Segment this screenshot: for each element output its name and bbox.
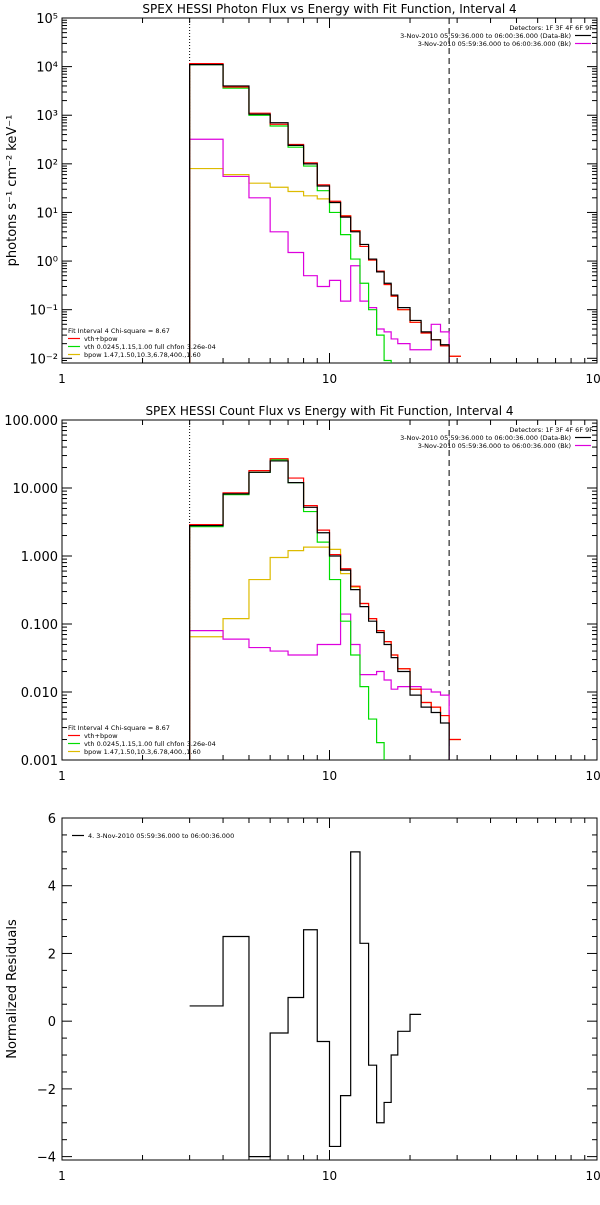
series-bkg-line bbox=[189, 138, 450, 363]
series-data-line bbox=[189, 460, 450, 760]
y-axis-label: Normalized Residuals bbox=[5, 919, 20, 1059]
series-bpow-line bbox=[189, 167, 461, 363]
y-tick-label: 0.100 bbox=[21, 618, 58, 633]
x-tick-label: 100 bbox=[586, 769, 600, 783]
y-tick-label: 10⁻¹ bbox=[29, 304, 58, 319]
y-tick-label: 10⁻² bbox=[29, 352, 58, 367]
x-tick-label: 1 bbox=[58, 769, 66, 783]
legend-entry-label: vth 0.0245,1.15,1.00 full chfon 3.26e-04 bbox=[84, 740, 216, 748]
legend-detectors: Detectors: 1F 3F 4F 6F 9F bbox=[509, 426, 593, 434]
y-tick-label: 0.010 bbox=[21, 686, 58, 701]
y-tick-label: 6 bbox=[48, 812, 56, 827]
y-tick-label: 10⁰ bbox=[36, 255, 58, 270]
legend-entry-label: 3-Nov-2010 05:59:36.000 to 06:00:36.000 … bbox=[400, 434, 571, 442]
legend-entry-label: vth+bpow bbox=[84, 335, 118, 343]
legend-entry-label: 3-Nov-2010 05:59:36.000 to 06:00:36.000 … bbox=[418, 40, 571, 48]
data-layer bbox=[189, 458, 461, 760]
y-tick-label: 100.000 bbox=[4, 414, 58, 429]
series-vth-line bbox=[189, 63, 392, 363]
panel-1: SPEX HESSI Photon Flux vs Energy with Fi… bbox=[5, 2, 600, 386]
y-tick-label: 10.000 bbox=[13, 482, 59, 497]
legend-entry-label: 3-Nov-2010 05:59:36.000 to 06:00:36.000 … bbox=[400, 32, 571, 40]
y-tick-label: −4 bbox=[37, 1151, 56, 1166]
legend-entry-label: 4. 3-Nov-2010 05:59:36.000 to 06:00:36.0… bbox=[88, 832, 234, 840]
x-tick-label: 100 bbox=[586, 1169, 600, 1183]
series-vth-line bbox=[189, 459, 385, 760]
y-axis-label: photons s⁻¹ cm⁻² keV⁻¹ bbox=[5, 115, 20, 267]
series-total-line bbox=[189, 63, 461, 363]
x-tick-label: 1 bbox=[58, 1169, 66, 1183]
plot-frame bbox=[61, 419, 598, 761]
legend-entry-label: vth 0.0245,1.15,1.00 full chfon 3.26e-04 bbox=[84, 343, 216, 351]
y-tick-label: 10⁴ bbox=[36, 61, 58, 76]
legend-fit-info: Fit Interval 4 Chi-square = 8.67 bbox=[68, 724, 170, 732]
y-tick-label: 1.000 bbox=[21, 550, 58, 565]
series-data-line bbox=[189, 63, 450, 363]
legend-fit-info: Fit Interval 4 Chi-square = 8.67 bbox=[68, 327, 170, 335]
y-tick-label: 2 bbox=[48, 947, 56, 962]
series-bpow-line bbox=[189, 546, 461, 760]
legend-entry-label: 3-Nov-2010 05:59:36.000 to 06:00:36.000 … bbox=[418, 442, 571, 450]
x-tick-label: 10 bbox=[322, 372, 337, 386]
legend-detectors: Detectors: 1F 3F 4F 6F 9F bbox=[509, 24, 593, 32]
series-total-line bbox=[189, 458, 461, 760]
data-layer bbox=[189, 851, 422, 1158]
chart-title: SPEX HESSI Count Flux vs Energy with Fit… bbox=[145, 404, 513, 418]
x-tick-label: 10 bbox=[322, 1169, 337, 1183]
y-tick-label: 0.001 bbox=[21, 754, 58, 769]
legend-entry-label: bpow 1.47,1.50,10.3,6.78,400.,1.60 bbox=[84, 351, 201, 359]
y-tick-label: 0 bbox=[48, 1015, 56, 1030]
legend-entry-label: bpow 1.47,1.50,10.3,6.78,400.,1.60 bbox=[84, 748, 201, 756]
y-tick-label: 10³ bbox=[36, 109, 58, 124]
y-tick-label: 10¹ bbox=[36, 206, 58, 221]
x-tick-label: 10 bbox=[322, 769, 337, 783]
series-residuals-line bbox=[189, 851, 422, 1158]
y-tick-label: 10² bbox=[36, 158, 58, 173]
y-tick-label: −2 bbox=[37, 1083, 56, 1098]
y-tick-label: 4 bbox=[48, 880, 56, 895]
x-tick-label: 100 bbox=[586, 372, 600, 386]
data-layer bbox=[189, 63, 461, 363]
chart-title: SPEX HESSI Photon Flux vs Energy with Fi… bbox=[142, 2, 516, 16]
panel-2: SPEX HESSI Count Flux vs Energy with Fit… bbox=[4, 404, 600, 783]
legend-entry-label: vth+bpow bbox=[84, 732, 118, 740]
panel-3: 1 10 100 −4 −2 0 2 4 6 Normalized Residuals 4. 3-N… bbox=[5, 812, 600, 1183]
x-tick-label: 1 bbox=[58, 372, 66, 386]
y-tick-label: 10⁵ bbox=[36, 12, 58, 27]
